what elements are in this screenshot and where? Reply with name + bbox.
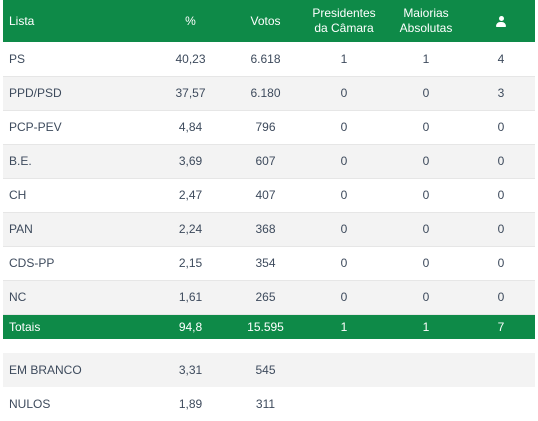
header-mandates[interactable] bbox=[467, 0, 535, 42]
cell-percent: 3,31 bbox=[178, 363, 203, 377]
cell-percent: 1,89 bbox=[178, 397, 203, 411]
cell-lista: B.E. bbox=[9, 154, 32, 168]
cell-lista: EM BRANCO bbox=[9, 363, 82, 377]
cell-lista: PCP-PEV bbox=[9, 120, 62, 134]
header-maiorias-line2: Absolutas bbox=[399, 21, 453, 35]
cell-lista: CH bbox=[9, 188, 27, 202]
cell-mandatos: 0 bbox=[497, 154, 505, 168]
cell-votos: 311 bbox=[255, 397, 276, 411]
cell-votos: 607 bbox=[255, 154, 276, 168]
header-presidentes-line2: da Câmara bbox=[314, 21, 374, 35]
cell-percent: 37,57 bbox=[175, 86, 206, 100]
cell-mandatos: 0 bbox=[497, 290, 505, 304]
cell-votos: 368 bbox=[255, 222, 276, 236]
blank-votes-row: EM BRANCO 3,31 545 bbox=[3, 353, 535, 387]
cell-mandatos: 0 bbox=[497, 188, 505, 202]
cell-mandatos: 0 bbox=[497, 222, 505, 236]
cell-percent: 40,23 bbox=[175, 51, 206, 66]
cell-presidentes: 0 bbox=[340, 86, 348, 100]
table-row: PCP-PEV 4,84 796 0 0 0 bbox=[3, 110, 535, 144]
cell-presidentes: 1 bbox=[340, 51, 348, 66]
header-presidentes-line1: Presidentes bbox=[312, 6, 376, 20]
cell-presidentes: 0 bbox=[340, 290, 348, 304]
cell-maiorias: 0 bbox=[422, 120, 430, 134]
header-presidentes[interactable]: Presidentes da Câmara bbox=[303, 0, 385, 42]
cell-presidentes: 0 bbox=[340, 188, 348, 202]
cell-votos: 407 bbox=[255, 188, 276, 202]
table-row: PAN 2,24 368 0 0 0 bbox=[3, 212, 535, 246]
cell-maiorias: 0 bbox=[422, 222, 430, 236]
cell-maiorias: 0 bbox=[422, 188, 430, 202]
cell-percent: 2,24 bbox=[178, 222, 203, 236]
cell-lista: PPD/PSD bbox=[9, 86, 62, 100]
header-maiorias[interactable]: Maiorias Absolutas bbox=[385, 0, 467, 42]
table-header: Lista % Votos Presidentes da Câmara Maio… bbox=[3, 0, 535, 42]
totals-lista: Totais bbox=[9, 319, 41, 334]
results-table-container: Lista % Votos Presidentes da Câmara Maio… bbox=[3, 0, 535, 421]
cell-votos: 545 bbox=[255, 363, 276, 377]
header-lista[interactable]: Lista bbox=[9, 13, 35, 28]
table-body: PS 40,23 6.618 1 1 4 PPD/PSD 37,57 6.180… bbox=[3, 42, 535, 421]
null-votes-row: NULOS 1,89 311 bbox=[3, 387, 535, 421]
cell-presidentes: 0 bbox=[340, 154, 348, 168]
header-percent[interactable]: % bbox=[185, 13, 196, 28]
totals-presidentes: 1 bbox=[340, 319, 348, 334]
cell-percent: 2,15 bbox=[178, 256, 203, 270]
cell-lista: NULOS bbox=[9, 397, 51, 411]
cell-percent: 3,69 bbox=[178, 154, 203, 168]
table-row: CH 2,47 407 0 0 0 bbox=[3, 178, 535, 212]
cell-maiorias: 0 bbox=[422, 154, 430, 168]
header-row: Lista % Votos Presidentes da Câmara Maio… bbox=[3, 0, 535, 42]
cell-maiorias: 0 bbox=[422, 290, 430, 304]
totals-mandatos: 7 bbox=[497, 319, 505, 334]
totals-row: Totais 94,8 15.595 1 1 7 bbox=[3, 314, 535, 339]
totals-votos: 15.595 bbox=[247, 319, 284, 334]
totals-maiorias: 1 bbox=[422, 319, 430, 334]
table-row: B.E. 3,69 607 0 0 0 bbox=[3, 144, 535, 178]
cell-votos: 265 bbox=[255, 290, 276, 304]
cell-votos: 6.618 bbox=[250, 51, 281, 66]
cell-maiorias: 1 bbox=[422, 51, 430, 66]
cell-votos: 6.180 bbox=[250, 86, 281, 100]
cell-presidentes: 0 bbox=[340, 120, 348, 134]
table-row: PS 40,23 6.618 1 1 4 bbox=[3, 42, 535, 76]
cell-percent: 2,47 bbox=[178, 188, 203, 202]
totals-percent: 94,8 bbox=[178, 319, 203, 334]
cell-presidentes: 0 bbox=[340, 256, 348, 270]
cell-percent: 4,84 bbox=[178, 120, 203, 134]
cell-percent: 1,61 bbox=[178, 290, 203, 304]
spacer-row bbox=[3, 339, 535, 353]
cell-votos: 796 bbox=[255, 120, 276, 134]
cell-votos: 354 bbox=[255, 256, 276, 270]
cell-lista: NC bbox=[9, 290, 27, 304]
table-row: PPD/PSD 37,57 6.180 0 0 3 bbox=[3, 76, 535, 110]
cell-mandatos: 4 bbox=[497, 51, 505, 66]
user-icon bbox=[496, 15, 506, 27]
cell-lista: CDS-PP bbox=[9, 256, 55, 270]
header-maiorias-line1: Maiorias bbox=[403, 6, 449, 20]
cell-presidentes: 0 bbox=[340, 222, 348, 236]
cell-lista: PAN bbox=[9, 222, 33, 236]
cell-maiorias: 0 bbox=[422, 86, 430, 100]
cell-mandatos: 3 bbox=[497, 86, 505, 100]
cell-mandatos: 0 bbox=[497, 256, 505, 270]
table-row: NC 1,61 265 0 0 0 bbox=[3, 280, 535, 314]
table-row: CDS-PP 2,15 354 0 0 0 bbox=[3, 246, 535, 280]
cell-lista: PS bbox=[9, 51, 26, 66]
header-votos[interactable]: Votos bbox=[250, 13, 281, 28]
results-table: Lista % Votos Presidentes da Câmara Maio… bbox=[3, 0, 535, 421]
cell-mandatos: 0 bbox=[497, 120, 505, 134]
cell-maiorias: 0 bbox=[422, 256, 430, 270]
